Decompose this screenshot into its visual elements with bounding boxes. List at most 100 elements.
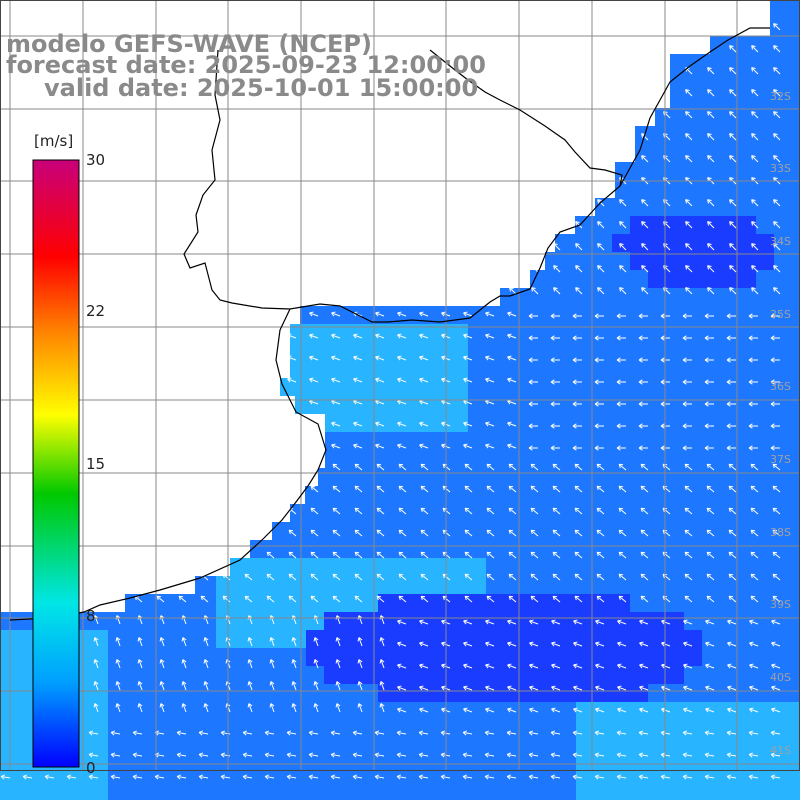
sea-cell <box>666 540 684 558</box>
sea-cell <box>630 216 648 234</box>
wind-arrow-head <box>682 337 687 341</box>
sea-cell <box>450 666 468 684</box>
wind-arrow-head <box>463 663 468 666</box>
sea-cell <box>486 666 504 684</box>
wind-arrow <box>618 551 627 559</box>
wind-arrow <box>134 595 143 603</box>
sea-cell <box>666 504 684 522</box>
wind-arrow-head <box>530 508 533 513</box>
sea-cell <box>558 270 576 288</box>
sea-cell <box>306 486 324 504</box>
wind-arrow <box>596 551 605 559</box>
wind-arrow <box>683 620 693 625</box>
sea-cell <box>90 702 108 720</box>
sea-cell <box>324 576 342 594</box>
sea-cell <box>666 486 684 504</box>
sea-cell <box>522 576 540 594</box>
wind-arrow <box>375 444 385 449</box>
wind-arrow-head <box>110 776 115 780</box>
wind-arrow <box>552 551 561 559</box>
wind-arrow <box>331 378 341 383</box>
wind-arrow-head <box>748 752 754 755</box>
wind-arrow-head <box>331 311 336 314</box>
wind-arrow-head <box>310 552 313 557</box>
wind-arrow-head <box>399 529 404 532</box>
wind-arrow-head <box>638 776 643 780</box>
sea-cell <box>792 126 800 144</box>
sea-cell <box>234 702 252 720</box>
sea-cell <box>216 792 234 800</box>
sea-cell <box>162 684 180 702</box>
wind-arrow-head <box>682 774 688 777</box>
sea-cell <box>108 612 126 630</box>
wind-arrow-head <box>682 752 688 755</box>
sea-cell <box>504 576 522 594</box>
wind-arrow-head <box>485 686 489 691</box>
wind-arrow-head <box>485 620 489 625</box>
wind-arrow-head <box>663 243 668 245</box>
wind-arrow-head <box>770 774 776 777</box>
sea-cell <box>540 360 558 378</box>
wind-arrow <box>248 681 253 691</box>
wind-arrow-head <box>335 615 338 620</box>
wind-arrow <box>485 753 495 757</box>
wind-arrow <box>204 703 209 713</box>
wind-arrow <box>376 573 385 581</box>
wind-arrow-head <box>398 508 401 513</box>
wind-arrow-head <box>597 287 599 292</box>
wind-arrow-head <box>616 359 621 363</box>
wind-arrow <box>574 551 583 559</box>
wind-arrow-head <box>291 615 294 620</box>
wind-arrow-head <box>270 681 275 685</box>
wind-arrow-head <box>137 703 140 708</box>
wind-arrow-head <box>641 243 646 245</box>
sea-cell <box>540 342 558 360</box>
wind-arrow-head <box>484 752 490 755</box>
sea-cell <box>198 792 216 800</box>
wind-arrow-head <box>464 508 467 513</box>
wind-arrow-head <box>419 707 424 710</box>
wind-arrow-head <box>685 111 690 113</box>
wind-arrow-head <box>245 595 250 598</box>
wind-arrow-head <box>729 507 734 510</box>
wind-arrow-head <box>226 659 231 663</box>
sea-cell <box>90 756 108 774</box>
wind-arrow-head <box>707 221 712 223</box>
sea-cell <box>774 630 792 648</box>
sea-cell <box>432 558 450 576</box>
wind-arrow-head <box>487 485 492 488</box>
wind-arrow-head <box>485 642 489 647</box>
wind-arrow-head <box>663 221 668 223</box>
sea-cell <box>522 720 540 738</box>
colorbar-tick-22: 22 <box>86 302 106 320</box>
sea-cell <box>324 558 342 576</box>
wind-arrow-head <box>198 776 203 780</box>
wind-arrow-head <box>748 381 753 385</box>
wind-arrow-head <box>663 287 668 289</box>
latitude-label: 38S <box>770 526 791 539</box>
wind-arrow <box>486 551 495 559</box>
wind-arrow-head <box>550 774 556 777</box>
wind-arrow-head <box>597 463 602 466</box>
wind-arrow-head <box>223 573 228 576</box>
sea-cell <box>756 396 774 414</box>
wind-arrow-head <box>773 265 775 270</box>
wind-arrow <box>398 595 407 603</box>
wind-arrow-head <box>441 400 445 405</box>
wind-arrow-head <box>330 732 335 736</box>
wind-arrow-head <box>685 287 687 292</box>
sea-cell <box>180 648 198 666</box>
wind-arrow <box>684 529 693 537</box>
sea-cell <box>630 612 648 630</box>
wind-arrow <box>353 731 363 735</box>
wind-arrow-head <box>397 400 401 405</box>
wind-arrow <box>707 133 715 141</box>
wind-arrow-head <box>597 551 602 554</box>
sea-cell <box>756 342 774 360</box>
wind-arrow <box>270 659 275 669</box>
sea-cell <box>468 324 486 342</box>
wind-arrow-head <box>441 444 445 449</box>
wind-arrow-head <box>616 730 622 733</box>
wind-arrow <box>292 659 297 669</box>
wind-arrow-head <box>660 774 666 777</box>
